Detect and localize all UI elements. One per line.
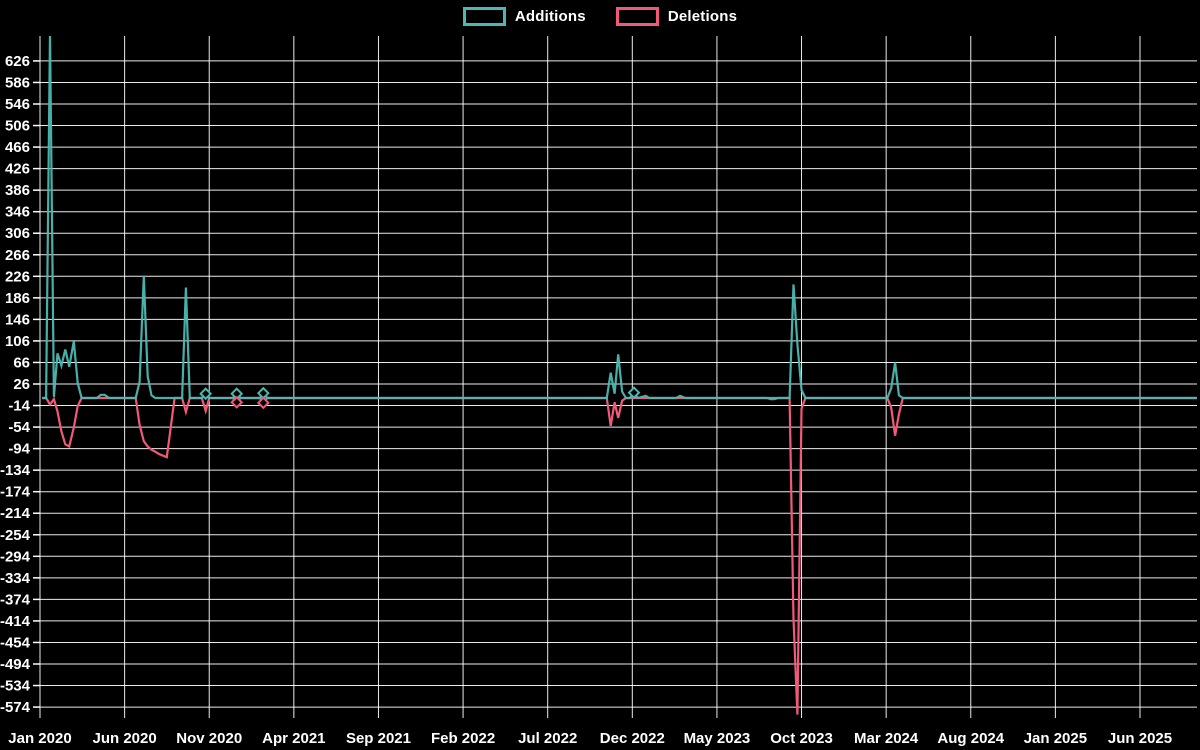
x-tick-label: Aug 2024 xyxy=(937,730,1004,747)
y-tick-label: 386 xyxy=(5,182,30,199)
y-tick-label: 106 xyxy=(5,333,30,350)
x-tick-label: Jan 2025 xyxy=(1024,730,1087,747)
y-tick-label: -534 xyxy=(0,678,31,695)
y-tick-label: -414 xyxy=(0,613,31,630)
x-tick-label: Dec 2022 xyxy=(600,730,665,747)
additions-diamond-marker[interactable] xyxy=(199,387,213,401)
y-tick-label: -334 xyxy=(0,570,31,587)
y-tick-label: 626 xyxy=(5,53,30,70)
y-tick-label: -574 xyxy=(0,699,31,716)
x-tick-label: Jun 2020 xyxy=(93,730,157,747)
additions-legend-label: Additions xyxy=(514,8,586,25)
chart-legend: Additions Deletions xyxy=(0,7,1200,26)
y-tick-label: 346 xyxy=(5,204,30,221)
y-tick-label: 466 xyxy=(5,139,30,156)
x-tick-label: Apr 2021 xyxy=(262,730,325,747)
y-tick-label: 26 xyxy=(13,376,30,393)
y-tick-label: -94 xyxy=(8,441,30,458)
x-tick-label: Oct 2023 xyxy=(770,730,833,747)
legend-item-additions[interactable]: Additions xyxy=(462,7,586,26)
y-tick-label: -214 xyxy=(0,505,31,522)
y-tick-label: 226 xyxy=(5,268,30,285)
x-tick-label: Jul 2022 xyxy=(518,730,577,747)
legend-item-deletions[interactable]: Deletions xyxy=(615,7,738,26)
y-tick-label: -54 xyxy=(8,419,30,436)
gridlines xyxy=(33,36,1197,718)
y-tick-label: 146 xyxy=(5,311,30,328)
y-tick-label: -254 xyxy=(0,527,31,544)
x-tick-label: Feb 2022 xyxy=(431,730,495,747)
y-tick-label: -454 xyxy=(0,634,31,651)
y-tick-label: 306 xyxy=(5,225,30,242)
x-tick-label: Jun 2025 xyxy=(1108,730,1172,747)
additions-swatch-icon xyxy=(462,7,506,26)
y-tick-label: -134 xyxy=(0,462,31,479)
y-tick-label: 546 xyxy=(5,96,30,113)
additions-line[interactable] xyxy=(42,34,1200,400)
y-tick-label: 266 xyxy=(5,247,30,264)
y-tick-label: 506 xyxy=(5,118,30,135)
x-tick-label: Mar 2024 xyxy=(854,730,919,747)
y-tick-label: 586 xyxy=(5,74,30,91)
y-tick-label: 186 xyxy=(5,290,30,307)
y-tick-label: -294 xyxy=(0,548,31,565)
y-tick-label: -14 xyxy=(8,398,30,415)
x-tick-label: Sep 2021 xyxy=(346,730,411,747)
deletions-diamond-marker[interactable] xyxy=(256,396,270,410)
point-markers xyxy=(199,386,641,410)
y-tick-label: -174 xyxy=(0,484,31,501)
y-tick-label: 426 xyxy=(5,161,30,178)
x-tick-label: May 2023 xyxy=(684,730,751,747)
additions-diamond-marker[interactable] xyxy=(627,386,641,400)
y-tick-label: -494 xyxy=(0,656,31,673)
x-tick-label: Nov 2020 xyxy=(176,730,242,747)
deletions-swatch-icon xyxy=(615,7,659,26)
deletions-diamond-marker[interactable] xyxy=(230,395,244,409)
y-tick-label: 66 xyxy=(13,354,30,371)
deletions-legend-label: Deletions xyxy=(667,8,738,25)
axis-labels: 626 586 546 506 466 426 386 346 306 266 226 186 146 1… xyxy=(0,53,1172,747)
y-tick-label: -374 xyxy=(0,591,31,608)
x-tick-label: Jan 2020 xyxy=(8,730,71,747)
